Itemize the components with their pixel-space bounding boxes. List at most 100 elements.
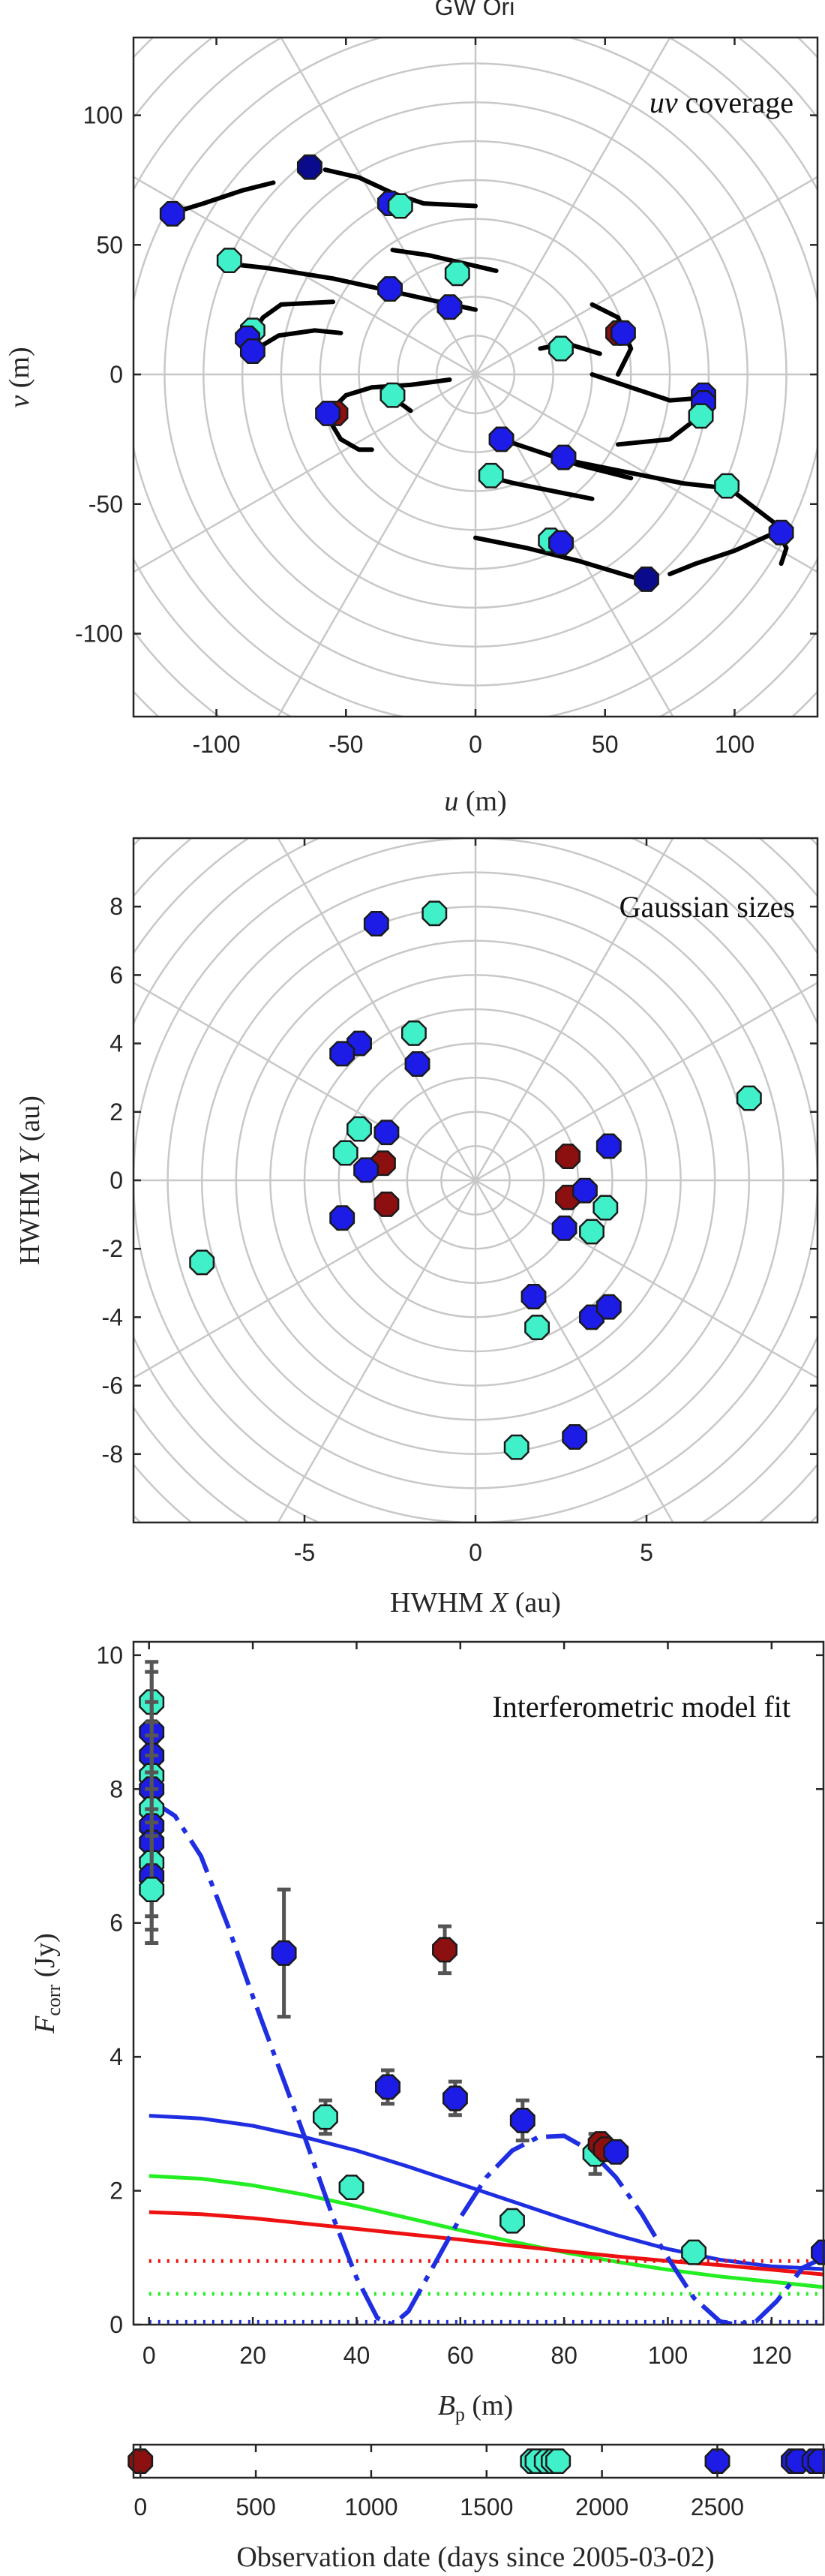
x-tick-label: 1500 bbox=[460, 2493, 513, 2520]
data-point bbox=[579, 1219, 604, 1245]
data-point bbox=[436, 294, 463, 320]
model-points bbox=[139, 1660, 825, 2265]
data-point bbox=[603, 2139, 629, 2165]
uv-polar-grid bbox=[134, 38, 818, 717]
data-point bbox=[545, 2448, 572, 2474]
data-point bbox=[332, 1140, 358, 1166]
y-tick-label: 50 bbox=[96, 231, 123, 258]
y-tick-label: -8 bbox=[102, 1441, 123, 1468]
data-point bbox=[159, 200, 185, 227]
y-tick-label: 0 bbox=[110, 361, 123, 388]
data-point bbox=[548, 335, 574, 362]
x-tick-label: 50 bbox=[592, 731, 619, 758]
data-point bbox=[562, 1424, 588, 1450]
data-point bbox=[387, 193, 413, 219]
x-tick-label: 80 bbox=[550, 2342, 578, 2369]
data-point bbox=[432, 1937, 458, 1963]
uv-coverage-panel: -100 -50 0 50 100 -100 -50 0 50 100 uv coverage u… bbox=[4, 36, 819, 817]
data-point bbox=[329, 1205, 356, 1231]
y-tick-label: 4 bbox=[110, 2043, 123, 2070]
y-tick-label: 8 bbox=[110, 893, 123, 920]
data-point bbox=[596, 1133, 622, 1159]
x-tick-label: -100 bbox=[193, 731, 241, 758]
data-point bbox=[524, 1315, 550, 1341]
data-point bbox=[478, 462, 504, 488]
x-tick-label: 20 bbox=[239, 2342, 266, 2369]
grid-spoke bbox=[134, 176, 818, 573]
model-curves bbox=[148, 1797, 825, 2325]
data-point bbox=[346, 1116, 372, 1142]
data-point bbox=[811, 2239, 825, 2265]
model-fit-panel: 0 20 40 60 80 100 120 0 2 4 6 8 10 Interferometric m… bbox=[29, 1640, 825, 2425]
x-tick-label: 60 bbox=[447, 2342, 474, 2369]
data-point bbox=[216, 248, 242, 274]
data-point bbox=[338, 2175, 364, 2201]
data-point bbox=[500, 2208, 525, 2234]
x-tick-label: 2500 bbox=[691, 2493, 744, 2520]
data-point bbox=[442, 2085, 468, 2112]
uv-xlabel: u (m) bbox=[444, 786, 506, 817]
model-curve bbox=[148, 2114, 824, 2271]
data-point bbox=[374, 1120, 400, 1146]
grid-spoke bbox=[134, 981, 818, 1379]
uv-track bbox=[167, 180, 276, 216]
data-point bbox=[380, 382, 406, 408]
model-frame bbox=[132, 1640, 825, 2326]
date-xlabel: Observation date (days since 2005-03-02) bbox=[236, 2541, 714, 2573]
data-point bbox=[681, 2239, 707, 2265]
data-point bbox=[768, 519, 794, 546]
data-point bbox=[688, 403, 714, 429]
model-xlabel: Bp (m) bbox=[438, 2390, 514, 2425]
data-point bbox=[550, 444, 577, 470]
x-tick-label: 120 bbox=[752, 2342, 791, 2369]
uv-track bbox=[390, 248, 499, 273]
data-point bbox=[503, 1434, 530, 1460]
data-point bbox=[239, 338, 266, 364]
data-point bbox=[551, 1215, 578, 1241]
model-title: Interferometric model fit bbox=[492, 1690, 790, 1724]
y-tick-label: 4 bbox=[110, 1030, 123, 1057]
x-tick-label: 0 bbox=[469, 731, 482, 758]
gaussian-ticks: -5 0 5 -8 -6 -4 -2 0 2 4 6 8 bbox=[102, 838, 818, 1566]
model-ylabel: Fcorr (Jy) bbox=[29, 1933, 64, 2034]
x-tick-label: 0 bbox=[469, 1539, 482, 1566]
data-point bbox=[128, 2448, 154, 2474]
data-point bbox=[488, 426, 514, 452]
y-tick-label: 10 bbox=[96, 1642, 123, 1669]
gaussian-title: Gaussian sizes bbox=[620, 890, 795, 924]
x-tick-label: 100 bbox=[715, 731, 754, 758]
data-point bbox=[296, 154, 322, 180]
x-tick-label: 500 bbox=[236, 2493, 275, 2520]
data-point bbox=[400, 1020, 427, 1046]
x-tick-label: 2000 bbox=[575, 2493, 628, 2520]
data-point bbox=[592, 1195, 619, 1221]
y-tick-label: -4 bbox=[102, 1303, 123, 1330]
model-curve bbox=[148, 2174, 824, 2289]
observation-date-panel: 0 500 1000 1500 2000 2500 Observation date (d… bbox=[128, 2443, 825, 2573]
data-point bbox=[271, 1940, 297, 1966]
y-tick-label: -6 bbox=[102, 1372, 123, 1399]
data-point bbox=[374, 2074, 400, 2100]
data-point bbox=[139, 1877, 165, 1903]
gaussian-xlabel: HWHM X (au) bbox=[390, 1587, 561, 1619]
figure-title: GW Ori bbox=[435, 0, 515, 20]
data-point bbox=[329, 1041, 356, 1067]
x-tick-label: -50 bbox=[328, 731, 363, 758]
uv-track bbox=[550, 455, 732, 491]
model-curve bbox=[148, 2210, 824, 2277]
data-point bbox=[422, 900, 448, 927]
gaussian-ylabel: HWHM Y (au) bbox=[14, 1096, 46, 1265]
grid-spoke bbox=[277, 838, 674, 1522]
data-point bbox=[509, 2107, 536, 2133]
uv-track bbox=[590, 372, 706, 403]
uv-title: uv coverage bbox=[650, 86, 794, 119]
data-point bbox=[312, 2104, 338, 2130]
data-point bbox=[315, 400, 341, 426]
model-ticks: 0 20 40 60 80 100 120 0 2 4 6 8 10 bbox=[96, 1642, 824, 2369]
y-tick-label: 6 bbox=[110, 961, 123, 988]
uv-track bbox=[668, 528, 784, 576]
data-point bbox=[548, 530, 574, 556]
data-point bbox=[714, 473, 740, 499]
